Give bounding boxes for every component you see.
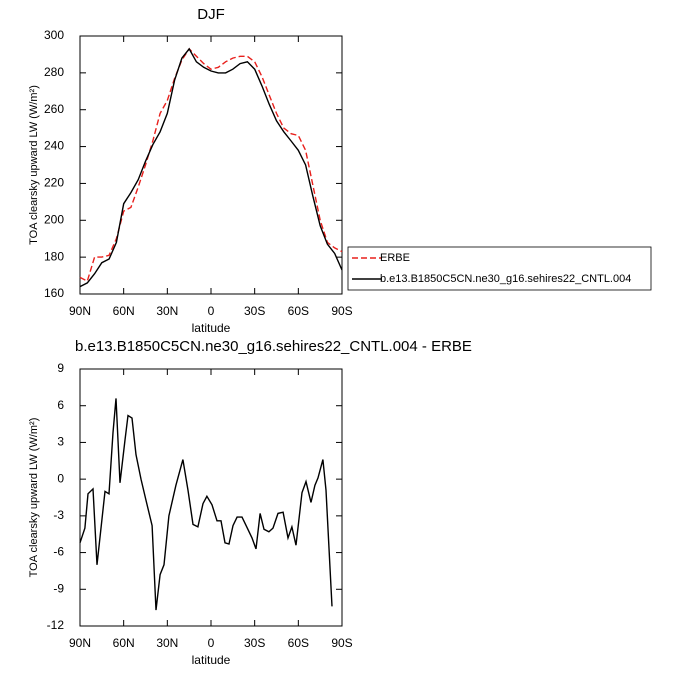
x-axis-label: latitude — [192, 653, 231, 667]
y-tick-label: 280 — [44, 65, 64, 79]
x-tick-label: 60N — [113, 636, 135, 650]
data-line — [79, 47, 343, 288]
y-tick-label: 240 — [44, 139, 64, 153]
x-tick-label: 60S — [288, 636, 309, 650]
x-tick-label: 60S — [288, 304, 309, 318]
x-tick-label: 0 — [208, 304, 215, 318]
y-axis-label: TOA clearsky upward LW (W/m²) — [28, 85, 40, 245]
legend-box — [347, 246, 652, 291]
x-tick-label: 0 — [208, 636, 215, 650]
y-tick-label: -9 — [53, 581, 64, 595]
y-tick-label: 9 — [57, 361, 64, 375]
y-tick-label: 220 — [44, 176, 64, 190]
y-tick-label: 180 — [44, 249, 64, 263]
data-line — [79, 398, 333, 611]
x-tick-label: 90N — [69, 304, 91, 318]
y-tick-label: 6 — [57, 398, 64, 412]
x-tick-label: 90N — [69, 636, 91, 650]
legend-label: b.e13.B1850C5CN.ne30_g16.sehires22_CNTL.… — [380, 273, 631, 285]
y-tick-label: -6 — [53, 545, 64, 559]
x-tick-label: 90S — [331, 304, 352, 318]
data-line — [79, 47, 343, 283]
x-tick-label: 30S — [244, 636, 265, 650]
y-tick-label: 260 — [44, 102, 64, 116]
y-axis-label: TOA clearsky upward LW (W/m²) — [28, 418, 40, 578]
x-tick-label: 90S — [331, 636, 352, 650]
y-tick-label: -3 — [53, 508, 64, 522]
x-tick-label: 30S — [244, 304, 265, 318]
plot-frame — [79, 368, 343, 627]
y-tick-label: 300 — [44, 28, 64, 42]
y-tick-label: 0 — [57, 471, 64, 485]
plot-frame — [79, 35, 343, 295]
chart-title: b.e13.B1850C5CN.ne30_g16.sehires22_CNTL.… — [75, 338, 472, 355]
y-tick-label: 200 — [44, 212, 64, 226]
y-tick-label: 160 — [44, 286, 64, 300]
x-axis-label: latitude — [192, 321, 231, 335]
x-tick-label: 60N — [113, 304, 135, 318]
x-tick-label: 30N — [156, 636, 178, 650]
chart-title: DJF — [197, 6, 225, 23]
legend-label: ERBE — [380, 252, 410, 264]
y-tick-label: -12 — [47, 618, 65, 632]
y-tick-label: 3 — [57, 435, 64, 449]
x-tick-label: 30N — [156, 304, 178, 318]
